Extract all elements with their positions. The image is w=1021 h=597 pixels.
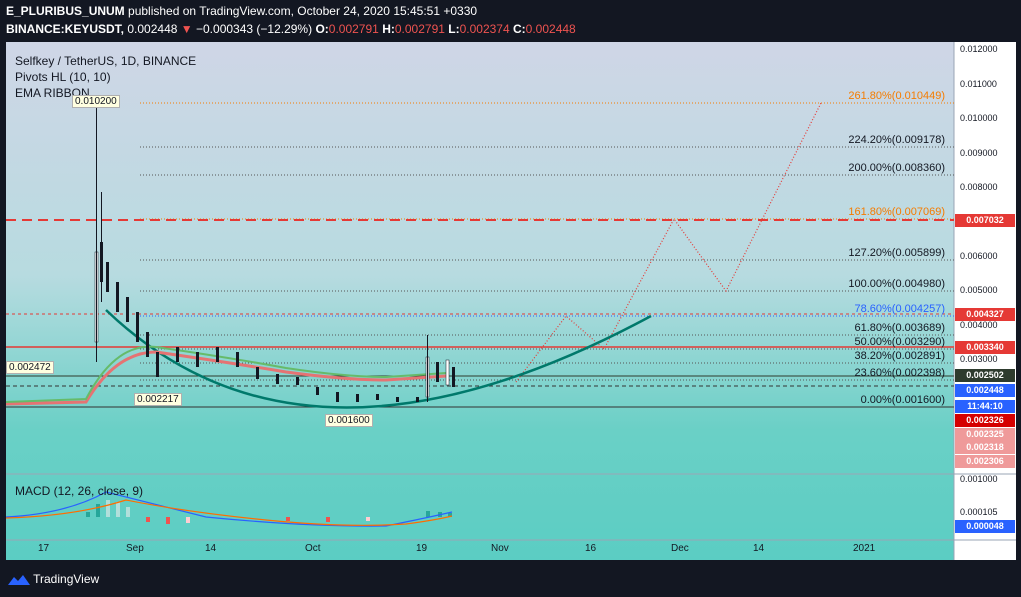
price-tag-ema: 0.002318 — [955, 441, 1015, 454]
pivot-note-left: 0.002472 — [6, 361, 54, 374]
fib-label-127: 127.20%(0.005899) — [848, 247, 945, 259]
price-axis-label: 0.012000 — [960, 44, 998, 54]
time-axis-label: 19 — [416, 543, 428, 554]
price-axis-label: 0.005000 — [960, 285, 998, 295]
price-tag-resistance: 0.007032 — [955, 214, 1015, 227]
author-name[interactable]: E_PLURIBUS_UNUM — [6, 4, 125, 18]
indicator-macd[interactable]: MACD (12, 26, close, 9) — [15, 484, 144, 498]
macd-value-tag: 0.000048 — [955, 520, 1015, 533]
time-axis-label: Dec — [671, 543, 689, 554]
open-label: O: — [315, 22, 329, 36]
low-label: L: — [448, 22, 460, 36]
price-axis-label: 0.001000 — [960, 474, 998, 484]
publish-info: published on TradingView.com, October 24… — [128, 4, 478, 18]
pivot-high-note: 0.010200 — [72, 95, 120, 108]
ema-ribbon-red — [6, 350, 447, 406]
price-axis-label: 0.010000 — [960, 113, 998, 123]
chart-title: Selfkey / TetherUS, 1D, BINANCE — [15, 54, 197, 68]
fib-label-224: 224.20%(0.009178) — [848, 134, 945, 146]
price-axis-label: 0.009000 — [960, 148, 998, 158]
last-price: 0.002448 — [127, 22, 178, 36]
fib-label-61: 61.80%(0.003689) — [854, 322, 945, 334]
open-value: 0.002791 — [328, 22, 379, 36]
time-axis-label: 16 — [585, 543, 597, 554]
price-tag-resistance: 0.004327 — [955, 308, 1015, 321]
symbol-label: BINANCE:KEYUSDT, — [6, 22, 125, 36]
cup-curve — [105, 309, 652, 409]
brand-name[interactable]: TradingView — [33, 572, 100, 586]
tradingview-logo-icon — [8, 574, 30, 585]
projection-path — [515, 102, 822, 383]
time-axis-label: Oct — [305, 543, 321, 554]
macd-axis-label: 0.000105 — [960, 507, 998, 517]
macd-histogram — [86, 500, 452, 524]
time-axis-label: Sep — [126, 543, 144, 554]
time-axis-label: 2021 — [853, 543, 876, 554]
fib-label-50: 50.00%(0.003290) — [854, 336, 945, 348]
fib-label-0: 0.00%(0.001600) — [860, 394, 945, 406]
low-value: 0.002374 — [459, 22, 510, 36]
publish-line: E_PLURIBUS_UNUM published on TradingView… — [6, 4, 477, 18]
pivot-low-note: 0.002217 — [134, 393, 182, 406]
high-value: 0.002791 — [394, 22, 445, 36]
time-axis-label: Nov — [491, 543, 509, 554]
countdown-tag: 11:44:10 — [955, 400, 1015, 413]
close-label: C: — [513, 22, 526, 36]
high-label: H: — [382, 22, 395, 36]
fib-label-200: 200.00%(0.008360) — [848, 162, 945, 174]
price-axis-label: 0.006000 — [960, 251, 998, 261]
price-tag-last: 0.002448 — [955, 384, 1015, 397]
time-axis-label: 14 — [205, 543, 217, 554]
fib-label-23: 23.60%(0.002398) — [854, 367, 945, 379]
footer: TradingView — [8, 572, 99, 586]
price-axis-label: 0.003000 — [960, 354, 998, 364]
fib-label-261: 261.80%(0.010449) — [848, 90, 945, 102]
indicator-pivots[interactable]: Pivots HL (10, 10) — [15, 70, 111, 84]
ema-ribbon-green — [6, 345, 447, 403]
price-axis-label: 0.004000 — [960, 320, 998, 330]
ohlc-line: BINANCE:KEYUSDT, 0.002448 ▼ −0.000343 (−… — [6, 22, 576, 36]
fib-label-38: 38.20%(0.002891) — [854, 350, 945, 362]
candles — [94, 102, 455, 402]
fib-label-161: 161.80%(0.007069) — [848, 206, 945, 218]
fib-label-78: 78.60%(0.004257) — [854, 303, 945, 315]
fib-label-100: 100.00%(0.004980) — [848, 278, 945, 290]
price-tag-ema: 0.002325 — [955, 428, 1015, 441]
price-tag-line: 0.002502 — [955, 369, 1015, 382]
indicator-ema-ribbon[interactable]: EMA RIBBON — [15, 86, 90, 100]
price-axis-label: 0.011000 — [960, 79, 997, 89]
price-change: −0.000343 (−12.29%) — [196, 22, 313, 36]
time-axis-label: 17 — [38, 543, 50, 554]
price-axis-label: 0.008000 — [960, 182, 998, 192]
price-tag-ema: 0.002306 — [955, 455, 1015, 468]
time-axis-label: 14 — [753, 543, 765, 554]
price-tag-resistance: 0.003340 — [955, 341, 1015, 354]
close-value: 0.002448 — [525, 22, 576, 36]
price-tag-ema: 0.002326 — [955, 414, 1015, 427]
chart-canvas[interactable] — [6, 42, 1016, 560]
down-arrow-icon: ▼ — [180, 22, 193, 36]
pivot-bottom-note: 0.001600 — [325, 414, 373, 427]
macd-line — [6, 491, 453, 527]
signal-line — [6, 499, 453, 526]
